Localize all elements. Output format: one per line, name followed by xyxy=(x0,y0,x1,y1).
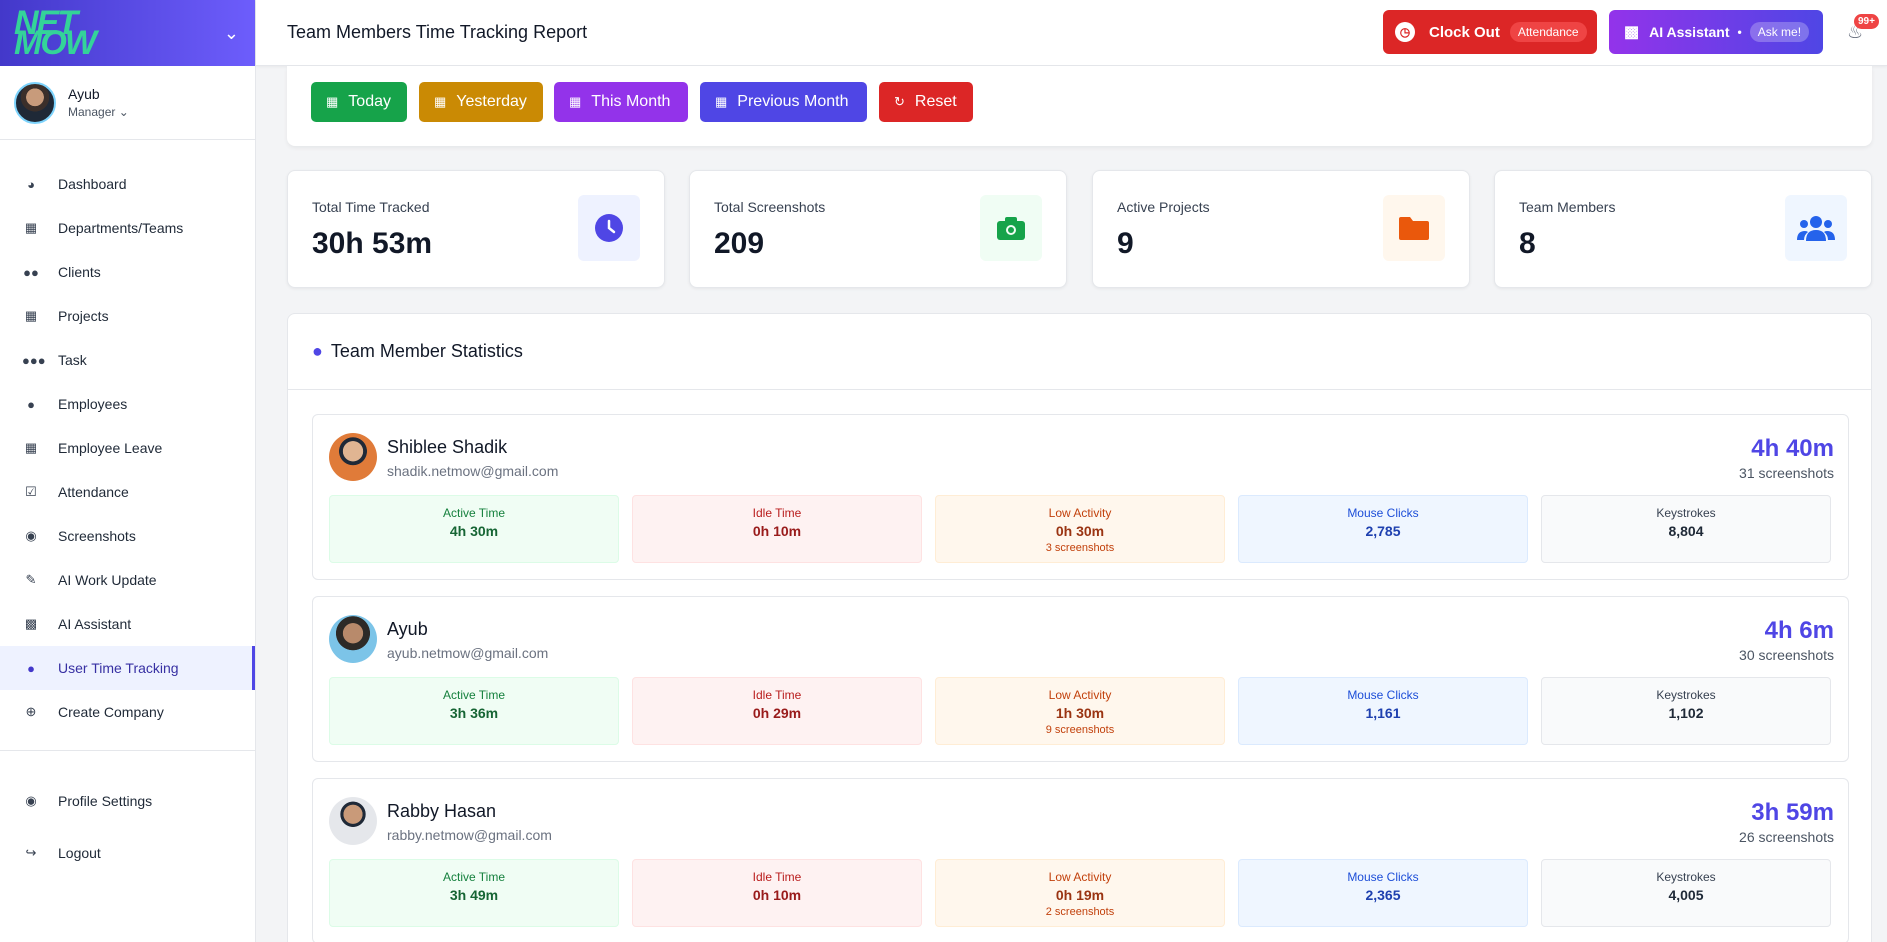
chevron-down-icon[interactable]: ⌄ xyxy=(223,22,239,43)
keystrokes-cell: Keystrokes 8,804 xyxy=(1541,495,1831,563)
panel-header: ● Team Member Statistics xyxy=(288,314,1871,390)
robot-icon: ▩ xyxy=(24,616,38,631)
sidebar-item-profile-settings[interactable]: ◉ Profile Settings xyxy=(0,775,255,827)
yesterday-button[interactable]: ▦ Yesterday xyxy=(419,82,543,122)
low-activity-cell: Low Activity 1h 30m 9 screenshots xyxy=(935,677,1225,745)
users-icon: ●● xyxy=(23,264,39,280)
ai-assistant-button[interactable]: ▩ AI Assistant • Ask me! xyxy=(1609,10,1823,54)
team-member-statistics-panel: ● Team Member Statistics Shiblee Shadik … xyxy=(287,313,1872,942)
stat-card-total-screenshots: Total Screenshots 209 xyxy=(689,170,1067,288)
clock-icon: ◷ xyxy=(1395,22,1415,42)
sidebar-divider xyxy=(0,750,255,751)
user-clock-icon: ● xyxy=(27,660,35,676)
sidebar-item-screenshots[interactable]: ◉ Screenshots xyxy=(0,514,255,558)
this-month-button[interactable]: ▦ This Month xyxy=(554,82,688,122)
calendar-icon: ▦ xyxy=(569,94,582,109)
today-button[interactable]: ▦ Today xyxy=(311,82,407,122)
clock-icon xyxy=(595,214,623,242)
date-filter-bar: ▦ Today ▦ Yesterday ▦ This Month ▦ Previous … xyxy=(287,66,1872,146)
avatar xyxy=(14,81,56,124)
page-title: Team Members Time Tracking Report xyxy=(287,22,588,42)
keystrokes-cell: Keystrokes 1,102 xyxy=(1541,677,1831,745)
user-role-dropdown[interactable]: Manager ⌄ xyxy=(68,105,129,119)
user-circle-icon: ◉ xyxy=(25,793,37,808)
sidebar-item-employee-leave[interactable]: ▦ Employee Leave xyxy=(0,426,255,470)
camera-icon: ◉ xyxy=(25,528,37,543)
sidebar-item-dashboard[interactable]: ◕ Dashboard xyxy=(0,162,255,206)
ask-me-badge: Ask me! xyxy=(1749,22,1810,42)
low-activity-cell: Low Activity 0h 19m 2 screenshots xyxy=(935,859,1225,927)
previous-month-button[interactable]: ▦ Previous Month xyxy=(700,82,867,122)
attendance-badge: Attendance xyxy=(1509,22,1587,42)
sidebar-item-create-company[interactable]: ⊕ Create Company xyxy=(0,690,255,734)
user-icon: ● xyxy=(27,396,35,412)
mouse-clicks-cell: Mouse Clicks 2,365 xyxy=(1238,859,1528,927)
netmow-logo[interactable]: NET MOW xyxy=(14,4,97,62)
plus-circle-icon: ⊕ xyxy=(25,704,37,719)
calendar-icon: ▦ xyxy=(326,94,339,109)
keystrokes-cell: Keystrokes 4,005 xyxy=(1541,859,1831,927)
sidebar-item-task[interactable]: ●●● Task xyxy=(22,352,87,368)
logout-icon: ↪ xyxy=(25,845,37,860)
top-bar: Team Members Time Tracking Report ◷ Cloc… xyxy=(256,0,1887,66)
reset-button[interactable]: ↻ Reset xyxy=(879,82,973,122)
user-name: Ayub xyxy=(68,86,100,102)
stat-card-team-members: Team Members 8 xyxy=(1494,170,1872,288)
folder-icon xyxy=(1399,217,1429,240)
user-clock-icon: ● xyxy=(312,341,323,361)
active-time-cell: Active Time 3h 49m xyxy=(329,859,619,927)
users-icon xyxy=(1797,216,1835,241)
avatar xyxy=(329,615,377,663)
mouse-clicks-cell: Mouse Clicks 2,785 xyxy=(1238,495,1528,563)
building-icon: ▦ xyxy=(24,220,38,235)
sidebar-nav: ◕ Dashboard ▦ Departments/Teams ●● Clients … xyxy=(0,140,255,879)
sitemap-icon: ▦ xyxy=(24,308,38,323)
active-time-cell: Active Time 3h 36m xyxy=(329,677,619,745)
calendar-icon: ▦ xyxy=(434,94,447,109)
sidebar-item-attendance[interactable]: ☑ Attendance xyxy=(0,470,255,514)
calendar-x-icon: ▦ xyxy=(24,440,38,455)
sidebar-item-projects[interactable]: ▦ Projects xyxy=(0,294,255,338)
redo-icon: ↻ xyxy=(894,94,905,109)
sidebar-item-employees[interactable]: ● Employees xyxy=(0,382,255,426)
notification-badge: 99+ xyxy=(1854,14,1879,29)
camera-icon xyxy=(997,217,1025,240)
brand-bar: NET MOW ⌄ xyxy=(0,0,255,66)
stat-card-active-projects: Active Projects 9 xyxy=(1092,170,1470,288)
calendar-icon: ▦ xyxy=(715,94,728,109)
member-card[interactable]: Rabby Hasan rabby.netmow@gmail.com 3h 59… xyxy=(312,778,1849,942)
idle-time-cell: Idle Time 0h 10m xyxy=(632,859,922,927)
user-profile[interactable]: Ayub Manager ⌄ xyxy=(0,66,255,140)
sidebar-item-ai-work-update[interactable]: ✎ AI Work Update xyxy=(0,558,255,602)
people-group-icon: ●●● xyxy=(22,352,46,368)
stat-card-total-time: Total Time Tracked 30h 53m xyxy=(287,170,665,288)
pen-icon: ✎ xyxy=(25,572,37,587)
member-card[interactable]: Ayub ayub.netmow@gmail.com 4h 6m 30 scre… xyxy=(312,596,1849,762)
sidebar-item-logout[interactable]: ↪ Logout xyxy=(0,827,255,879)
robot-icon: ▩ xyxy=(1624,24,1640,41)
sidebar-item-user-time-tracking[interactable]: ● User Time Tracking xyxy=(0,646,255,690)
sidebar-item-ai-assistant[interactable]: ▩ AI Assistant xyxy=(0,602,255,646)
gauge-icon: ◕ xyxy=(27,176,35,192)
idle-time-cell: Idle Time 0h 10m xyxy=(632,495,922,563)
sidebar-item-clients[interactable]: ●● Clients xyxy=(23,264,101,280)
idle-time-cell: Idle Time 0h 29m xyxy=(632,677,922,745)
sidebar: NET MOW ⌄ Ayub Manager ⌄ ◕ Dashboard ▦ Dep… xyxy=(0,0,256,942)
avatar xyxy=(329,433,377,481)
avatar xyxy=(329,797,377,845)
sidebar-item-departments[interactable]: ▦ Departments/Teams xyxy=(0,206,255,250)
active-time-cell: Active Time 4h 30m xyxy=(329,495,619,563)
mouse-clicks-cell: Mouse Clicks 1,161 xyxy=(1238,677,1528,745)
member-card[interactable]: Shiblee Shadik shadik.netmow@gmail.com 4… xyxy=(312,414,1849,580)
clock-out-button[interactable]: ◷ Clock Out Attendance xyxy=(1383,10,1597,54)
calendar-check-icon: ☑ xyxy=(25,484,37,499)
low-activity-cell: Low Activity 0h 30m 3 screenshots xyxy=(935,495,1225,563)
